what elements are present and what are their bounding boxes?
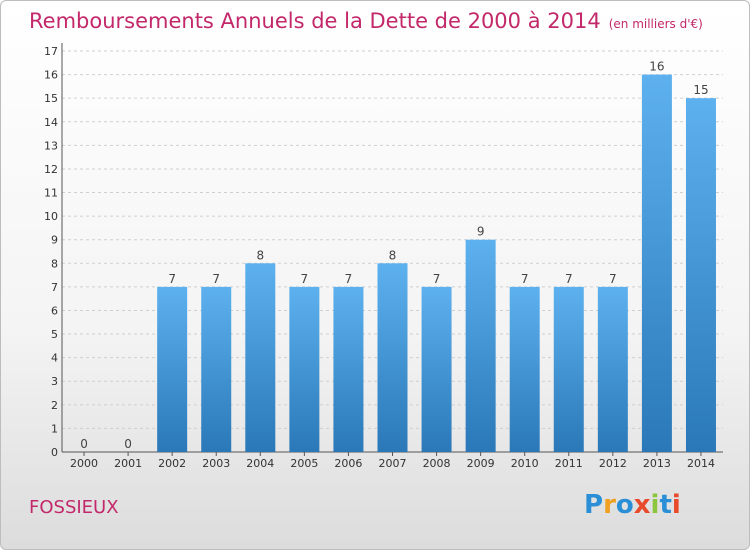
bar — [421, 286, 452, 452]
x-tick-label: 2013 — [643, 457, 671, 470]
y-tick-label: 3 — [51, 375, 58, 388]
data-label: 0 — [80, 437, 88, 451]
data-label: 7 — [345, 272, 353, 286]
bar — [465, 239, 496, 452]
y-tick-label: 12 — [44, 163, 58, 176]
x-tick-label: 2011 — [555, 457, 583, 470]
y-tick-label: 13 — [44, 139, 58, 152]
data-label: 7 — [168, 272, 176, 286]
x-tick-labels: 2000 2001 2002 2003 2004 2005 2006 2007 2008 2009… — [70, 457, 715, 470]
logo-letter: t — [659, 490, 672, 520]
data-label: 7 — [609, 272, 617, 286]
logo-letter: r — [603, 490, 616, 520]
data-label: 8 — [389, 248, 397, 262]
x-tick-label: 2009 — [467, 457, 495, 470]
logo-letter: o — [615, 490, 634, 520]
y-tick-label: 11 — [44, 187, 58, 200]
y-tick-label: 15 — [44, 92, 58, 105]
chart-title-text: Remboursements Annuels de la Dette de 20… — [29, 9, 601, 33]
data-label: 7 — [433, 272, 441, 286]
bar — [509, 286, 540, 452]
x-tick-label: 2014 — [687, 457, 715, 470]
data-label: 16 — [649, 60, 664, 74]
chart-title: Remboursements Annuels de la Dette de 20… — [29, 9, 703, 33]
bar — [289, 286, 320, 452]
bar — [201, 286, 232, 452]
x-tick-label: 2005 — [290, 457, 318, 470]
y-tick-label: 9 — [51, 234, 58, 247]
bar — [641, 74, 672, 453]
bar — [597, 286, 628, 452]
chart-unit: (en milliers d'€) — [608, 17, 703, 31]
bar — [685, 98, 716, 453]
y-tick-label: 4 — [51, 352, 58, 365]
x-tick-label: 2003 — [202, 457, 230, 470]
data-label: 7 — [301, 272, 309, 286]
data-label: 9 — [477, 225, 485, 239]
x-tick-label: 2010 — [511, 457, 539, 470]
bars — [157, 74, 716, 453]
x-tick-label: 2008 — [423, 457, 451, 470]
y-tick-label: 7 — [51, 281, 58, 294]
data-label: 0 — [124, 437, 132, 451]
bar — [157, 286, 188, 452]
x-tick-label: 2012 — [599, 457, 627, 470]
y-tick-label: 14 — [44, 116, 58, 129]
x-tick-label: 2006 — [334, 457, 362, 470]
logo-letter: P — [584, 490, 604, 520]
data-label: 8 — [256, 248, 264, 262]
data-label: 7 — [521, 272, 529, 286]
y-tick-label: 0 — [51, 446, 58, 459]
x-tick-label: 2002 — [158, 457, 186, 470]
y-tick-label: 16 — [44, 69, 58, 82]
data-label: 15 — [693, 83, 708, 97]
logo-letter: i — [650, 490, 660, 520]
y-tick-label: 8 — [51, 257, 58, 270]
x-tick-label: 2004 — [246, 457, 274, 470]
y-tick-label: 10 — [44, 210, 58, 223]
x-tick-label: 2000 — [70, 457, 98, 470]
logo-letter: i — [671, 490, 681, 520]
data-labels: 0 0 7 7 8 7 7 8 7 9 7 7 7 16 15 — [80, 60, 708, 451]
y-tick-label: 1 — [51, 422, 58, 435]
x-tick-label: 2001 — [114, 457, 142, 470]
commune-name: FOSSIEUX — [29, 497, 119, 518]
y-tick-label: 6 — [51, 304, 58, 317]
bar — [333, 286, 364, 452]
bar — [377, 263, 408, 452]
logo-letter: x — [633, 490, 651, 520]
proxiti-logo: Proxiti — [584, 490, 681, 520]
bar — [553, 286, 584, 452]
y-tick-label: 5 — [51, 328, 58, 341]
x-tick-label: 2007 — [379, 457, 407, 470]
data-label: 7 — [565, 272, 573, 286]
data-label: 7 — [212, 272, 220, 286]
y-tick-label: 2 — [51, 399, 58, 412]
bar — [245, 263, 276, 452]
y-tick-label: 17 — [44, 45, 58, 58]
